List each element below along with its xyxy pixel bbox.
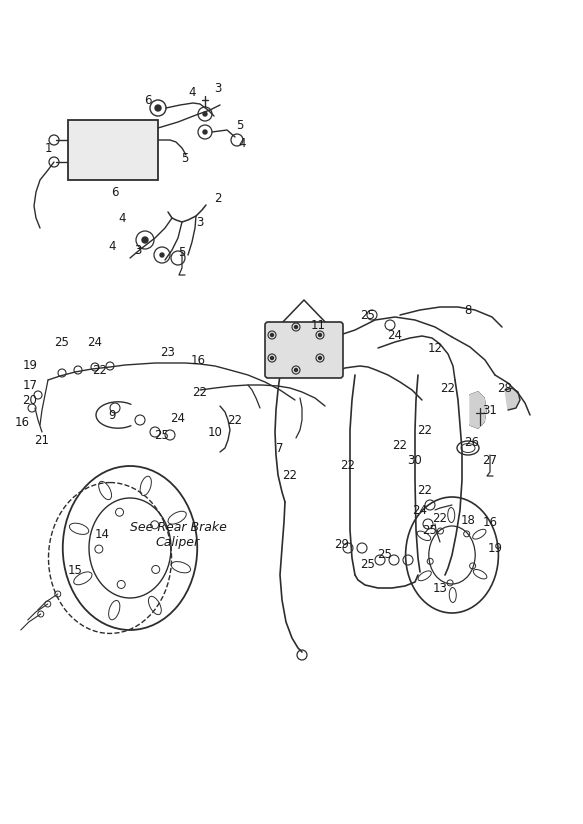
Text: 22: 22 [340, 458, 356, 471]
Text: 28: 28 [497, 382, 512, 395]
Text: 7: 7 [276, 442, 284, 455]
Text: 29: 29 [335, 539, 349, 551]
Text: 3: 3 [196, 216, 203, 228]
Text: 15: 15 [68, 564, 82, 577]
Text: 22: 22 [392, 438, 408, 452]
Text: 24: 24 [413, 503, 427, 517]
Text: 19: 19 [487, 541, 503, 555]
Text: 23: 23 [160, 345, 175, 358]
Text: 20: 20 [23, 394, 37, 406]
Text: 10: 10 [208, 425, 223, 438]
Text: 19: 19 [23, 358, 37, 372]
Text: 4: 4 [238, 137, 246, 149]
Text: 17: 17 [23, 378, 37, 391]
Circle shape [155, 105, 161, 111]
Text: 12: 12 [427, 341, 442, 354]
Polygon shape [505, 388, 520, 410]
Text: 14: 14 [94, 528, 110, 541]
Circle shape [142, 237, 148, 243]
Text: 22: 22 [433, 512, 448, 525]
Text: 9: 9 [108, 409, 116, 422]
Text: 4: 4 [108, 240, 116, 252]
Text: 25: 25 [154, 428, 170, 442]
Text: 13: 13 [433, 582, 447, 594]
Circle shape [271, 357, 273, 359]
Text: See Rear Brake
Caliper: See Rear Brake Caliper [129, 521, 226, 549]
Circle shape [203, 130, 207, 134]
Circle shape [203, 112, 207, 116]
Text: 11: 11 [311, 319, 325, 331]
Text: 4: 4 [118, 212, 126, 224]
Circle shape [160, 253, 164, 257]
Text: 5: 5 [178, 246, 186, 259]
Text: 16: 16 [191, 353, 205, 367]
Text: 25: 25 [423, 523, 437, 536]
Text: 22: 22 [417, 484, 433, 497]
Text: 16: 16 [15, 415, 30, 428]
Text: 22: 22 [283, 469, 297, 481]
Text: 5: 5 [236, 119, 244, 132]
Text: 6: 6 [111, 185, 119, 199]
Text: 25: 25 [55, 335, 69, 349]
Text: 24: 24 [388, 329, 402, 341]
Text: 22: 22 [192, 386, 208, 399]
Circle shape [294, 368, 297, 372]
Text: 24: 24 [170, 411, 185, 424]
Text: 6: 6 [144, 93, 152, 106]
Text: 22: 22 [227, 414, 243, 427]
FancyBboxPatch shape [265, 322, 343, 378]
Circle shape [271, 334, 273, 336]
Text: 16: 16 [483, 516, 497, 528]
Circle shape [318, 334, 321, 336]
Text: 22: 22 [417, 424, 433, 437]
Text: 5: 5 [181, 152, 189, 165]
Text: 21: 21 [34, 433, 50, 447]
Text: 3: 3 [215, 82, 222, 95]
Text: 22: 22 [93, 363, 107, 377]
Text: 2: 2 [214, 191, 222, 204]
Text: 18: 18 [461, 513, 476, 527]
Circle shape [294, 325, 297, 329]
Text: 8: 8 [464, 303, 472, 316]
Text: 30: 30 [408, 453, 422, 466]
Text: 24: 24 [87, 335, 103, 349]
Text: 4: 4 [188, 86, 196, 99]
Text: 27: 27 [483, 453, 497, 466]
Text: 25: 25 [360, 308, 375, 321]
Text: 25: 25 [360, 559, 375, 572]
Text: 25: 25 [378, 549, 392, 561]
Text: 26: 26 [465, 436, 479, 448]
Bar [68, 120, 158, 180]
Text: 22: 22 [441, 382, 455, 395]
Text: 1: 1 [44, 142, 52, 155]
Circle shape [318, 357, 321, 359]
Text: 31: 31 [483, 404, 497, 416]
Text: 3: 3 [134, 244, 142, 256]
Polygon shape [470, 392, 486, 428]
